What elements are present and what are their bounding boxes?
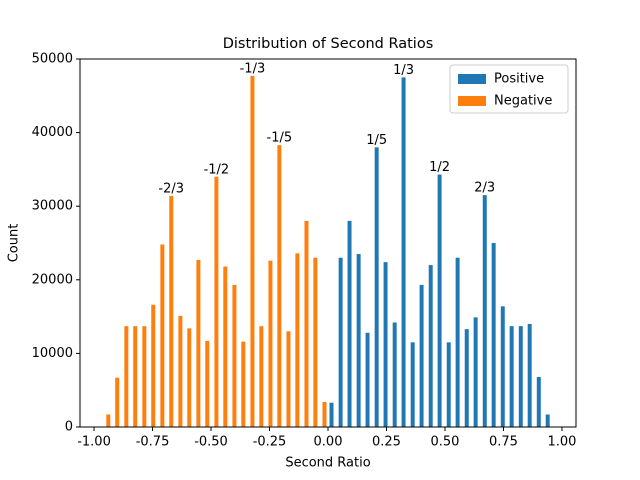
annotation: 1/5 [366, 133, 387, 148]
bar [160, 244, 165, 427]
plot-frame [79, 58, 577, 428]
bar [482, 195, 487, 427]
x-tick-label: 0.25 [372, 435, 401, 450]
bar [259, 326, 264, 427]
annotation: 1/2 [429, 160, 450, 175]
x-tick-label: -0.25 [253, 435, 287, 450]
bar [365, 332, 370, 427]
x-tick-label: -0.50 [194, 435, 228, 450]
bar [151, 304, 156, 427]
bar [214, 176, 219, 427]
legend-swatch [458, 96, 486, 106]
bar [509, 326, 514, 427]
bar [329, 402, 334, 427]
bar [241, 341, 246, 427]
bar [473, 317, 478, 427]
annotation: 1/3 [393, 63, 414, 78]
bar [268, 260, 273, 427]
annotation: -2/3 [158, 181, 184, 196]
bar [527, 323, 532, 427]
annotation: -1/3 [240, 61, 266, 76]
bar [536, 376, 541, 427]
y-tick-label: 50000 [32, 52, 73, 67]
annotation: -1/5 [267, 131, 293, 146]
bar [401, 77, 406, 428]
bar [518, 326, 523, 427]
legend-label: Negative [494, 94, 552, 109]
x-tick-label: 0.00 [314, 435, 343, 450]
legend-label: Positive [494, 72, 544, 87]
bar [392, 322, 397, 427]
bar [124, 326, 129, 427]
chart-title: Distribution of Second Ratios [223, 36, 434, 52]
bar [347, 220, 352, 427]
bar [286, 331, 291, 427]
bar [196, 259, 201, 427]
annotation: 2/3 [474, 181, 495, 196]
bar [322, 401, 327, 427]
bar [232, 284, 237, 427]
bar [356, 254, 361, 427]
bar [374, 147, 379, 427]
y-tick-label: 10000 [32, 346, 73, 361]
annotation: -1/2 [204, 162, 230, 177]
bar [313, 257, 318, 427]
x-axis-label: Second Ratio [285, 456, 370, 471]
bar [205, 340, 210, 427]
y-axis-label: Count [7, 224, 22, 263]
bar [223, 266, 228, 427]
x-tick-label: -1.00 [77, 435, 111, 450]
y-tick-label: 30000 [32, 199, 73, 214]
bar [187, 328, 192, 427]
bar [419, 284, 424, 427]
bar [250, 75, 255, 427]
bar [410, 342, 415, 427]
bar [428, 265, 433, 427]
bar [304, 220, 309, 427]
bar [437, 174, 442, 427]
bar [455, 257, 460, 427]
bar [169, 195, 174, 427]
bar [338, 257, 343, 427]
x-tick-label: -0.75 [136, 435, 170, 450]
bar [383, 262, 388, 427]
bar [106, 414, 111, 427]
bar [277, 145, 282, 427]
y-tick-label: 40000 [32, 125, 73, 140]
bar [446, 342, 451, 427]
bar [295, 253, 300, 427]
bar [491, 243, 496, 427]
y-tick-label: 20000 [32, 272, 73, 287]
bar [142, 326, 147, 427]
bar [178, 315, 183, 427]
bar [133, 326, 138, 427]
x-tick-label: 0.50 [431, 435, 460, 450]
x-tick-label: 0.75 [489, 435, 518, 450]
bar [545, 414, 550, 427]
legend-swatch [458, 74, 486, 84]
x-tick-label: 1.00 [547, 435, 576, 450]
bar [464, 329, 469, 427]
y-tick-label: 0 [65, 420, 73, 435]
bar [500, 306, 505, 427]
bar [115, 377, 120, 427]
